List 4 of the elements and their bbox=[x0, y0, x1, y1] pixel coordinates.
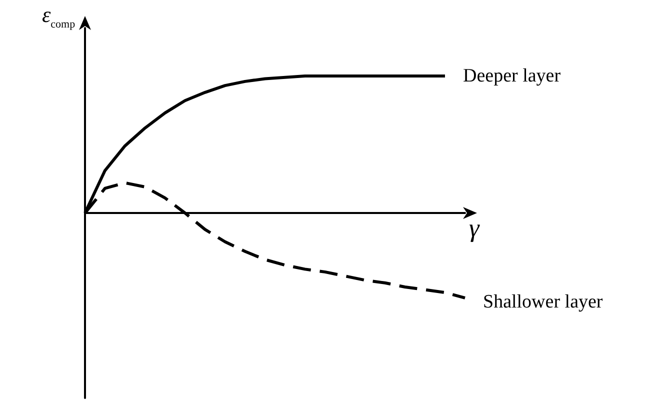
series-label: Deeper layer bbox=[463, 65, 562, 86]
series-label: Shallower layer bbox=[483, 291, 604, 312]
y-axis-title: ε$_{comp}$ bbox=[42, 2, 76, 30]
x-axis-title: γ bbox=[469, 214, 480, 242]
